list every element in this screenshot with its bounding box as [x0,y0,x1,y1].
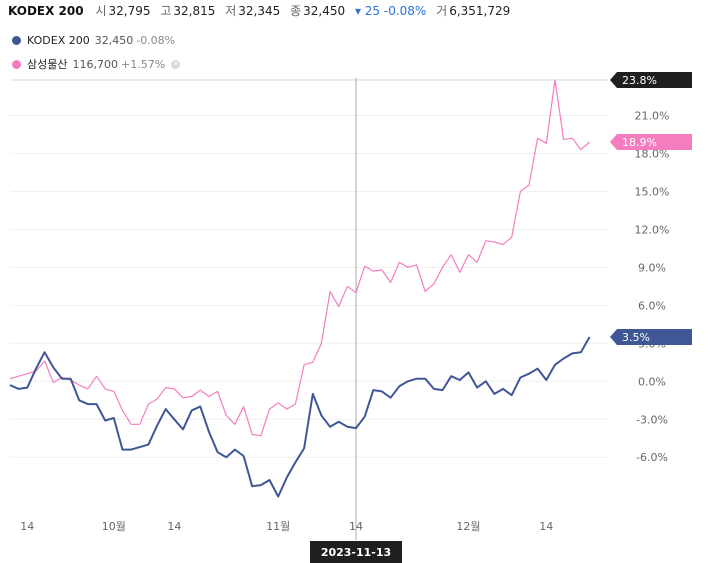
crosshair-date-tooltip: 2023-11-13 [310,541,402,563]
close-label: 종 [290,4,302,18]
y-tick-label: 18.0% [635,147,670,160]
legend-series-name: KODEX 200 [27,34,90,47]
volume-label: 거 [436,4,448,18]
max-value-marker: 23.8% [610,72,692,88]
close-value: 32,450 [303,4,346,18]
high-value: 32,815 [173,4,216,18]
series-line-kodex200 [9,336,591,498]
legend-item-kodex200[interactable]: KODEX 200 32,450 -0.08% [12,34,175,47]
max-value-marker-text: 23.8% [622,74,657,87]
open-value: 32,795 [108,4,151,18]
value-markers: 23.8% 18.9% 3.5% [610,72,692,345]
legend-series-name: 삼성물산 [27,58,68,71]
legend-item-samsung-ct[interactable]: 삼성물산 116,700 +1.57% ✕ [12,56,181,72]
high-label: 고 [160,4,172,18]
x-tick-label: 14 [20,520,34,533]
x-axis: 14 10월 14 11월 14 12월 14 [20,520,553,533]
y-tick-label: -6.0% [636,451,668,464]
series-color-dot [12,36,21,45]
ticker-name: KODEX 200 [8,4,84,18]
x-tick-label: 14 [539,520,553,533]
last-value-marker-kodex200-text: 3.5% [622,331,650,344]
remove-series-close-icon[interactable]: ✕ [171,59,181,69]
y-tick-label: -3.0% [636,413,668,426]
series-lines [9,79,591,498]
x-tick-label: 14 [167,520,181,533]
y-tick-label: 9.0% [638,261,666,274]
series-line-samsung-ct [9,79,590,437]
last-value-marker-samsung-ct-text: 18.9% [622,136,657,149]
open-label: 시 [95,4,107,18]
y-tick-label: 15.0% [635,185,670,198]
legend-series-value: 116,700 [72,57,118,71]
x-tick-label: 11월 [266,520,290,533]
legend-series-change: -0.08% [136,34,176,47]
legend-series-change: +1.57% [120,57,166,71]
chart-gridlines [10,79,608,458]
y-tick-label: 0.0% [638,375,666,388]
series-color-dot [12,59,21,69]
low-value: 32,345 [238,4,281,18]
last-value-marker-samsung-ct: 18.9% [610,134,692,151]
last-value-marker-samsung-ct-shape [610,134,692,151]
y-axis: 21.0%18.0%15.0%12.0%9.0%6.0%3.0%0.0%-3.0… [635,109,670,464]
x-tick-label: 10월 [102,520,126,533]
price-summary-header: KODEX 200 시 32,795 고 32,815 저 32,345 종 32,45… [8,2,516,18]
y-tick-label: 21.0% [635,109,670,122]
max-value-marker-shape [610,72,692,88]
last-value-marker-kodex200: 3.5% [610,328,692,345]
x-tick-label: 12월 [456,520,480,533]
y-tick-label: 6.0% [638,299,666,312]
y-tick-label: 12.0% [635,223,670,236]
legend-series-value: 32,450 [94,34,134,47]
change-value: ▾ 25 -0.08% [354,4,427,18]
last-value-marker-kodex200-shape [610,328,692,345]
low-label: 저 [225,4,237,18]
volume-value: 6,351,729 [449,4,511,18]
crosshair-date-label: 2023-11-13 [321,546,391,559]
